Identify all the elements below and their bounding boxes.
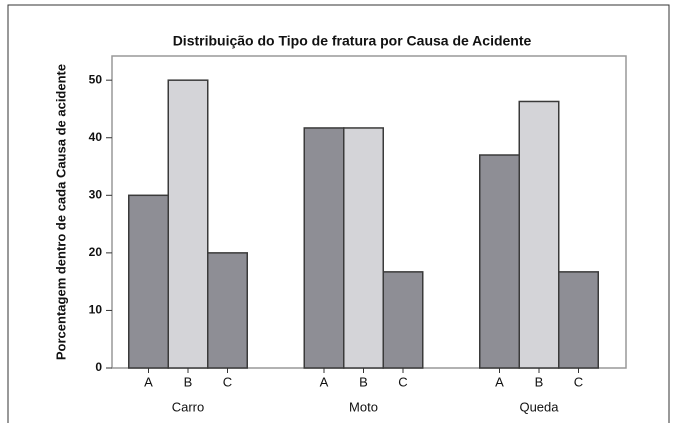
y-tick-label: 30 — [89, 187, 103, 201]
frame — [7, 4, 670, 423]
bar — [558, 271, 599, 369]
y-tick-label: 50 — [89, 72, 103, 86]
x-tick-label: B — [535, 374, 544, 389]
y-tick-label: 20 — [89, 245, 103, 259]
y-tick-label: 0 — [95, 360, 102, 374]
chart-title: Distribuição do Tipo de fratura por Caus… — [173, 33, 532, 49]
bar — [343, 127, 384, 369]
x-category-label: Queda — [519, 399, 559, 414]
y-axis-label: Porcentagem dentro de cada Causa de acid… — [53, 64, 68, 360]
x-tick-label: C — [398, 374, 407, 389]
bar — [303, 127, 345, 369]
bar — [128, 194, 169, 369]
x-category-label: Moto — [349, 399, 378, 414]
x-tick-label: B — [184, 374, 193, 389]
y-tick-label: 40 — [89, 130, 103, 144]
x-tick-label: B — [359, 374, 368, 389]
bar — [479, 154, 520, 369]
bar — [382, 271, 424, 369]
bar — [207, 252, 248, 369]
x-tick-label: C — [223, 374, 232, 389]
x-tick-label: A — [144, 374, 153, 389]
bar — [518, 100, 560, 369]
x-tick-label: C — [574, 374, 583, 389]
bar — [167, 79, 209, 369]
x-category-label: Carro — [172, 399, 205, 414]
x-tick-label: A — [320, 374, 329, 389]
y-tick-label: 10 — [89, 303, 103, 317]
x-tick-label: A — [495, 374, 504, 389]
